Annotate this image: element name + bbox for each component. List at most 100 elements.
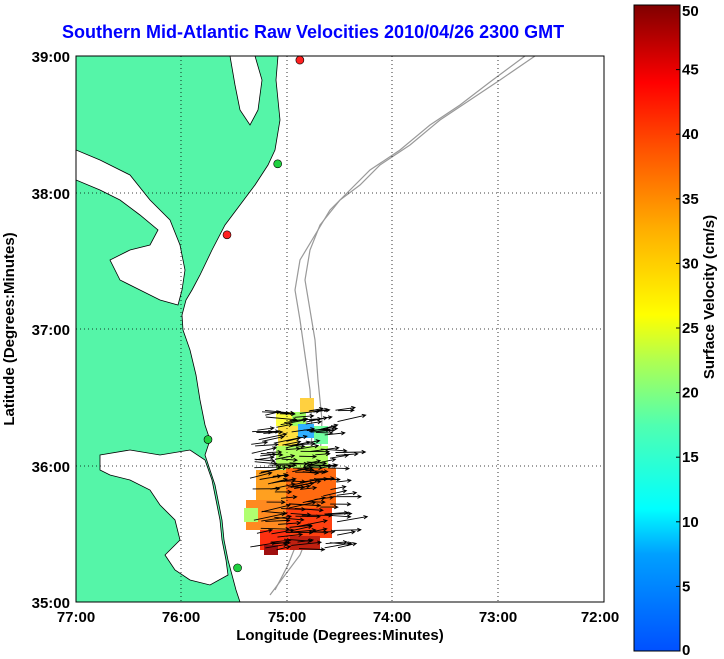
velocity-vector: [337, 413, 367, 423]
velocity-vector: [338, 408, 355, 413]
velocity-vector: [285, 530, 314, 535]
velocity-vector: [305, 469, 329, 474]
velocity-vector: [290, 524, 313, 532]
x-tick-label: 74:00: [373, 609, 411, 626]
velocity-vector: [272, 473, 289, 479]
radar-station-marker: [273, 159, 282, 169]
velocity-vector: [314, 529, 336, 534]
velocity-cell: [292, 412, 306, 426]
velocity-vector: [336, 515, 369, 523]
chesapeake-bay: [76, 149, 186, 306]
velocity-vector: [286, 434, 308, 442]
grid: [76, 56, 604, 602]
colorbar-tick-label: 5: [682, 578, 690, 595]
velocity-vector: [291, 540, 323, 546]
velocity-cell: [300, 398, 314, 412]
velocity-vector: [259, 465, 288, 474]
colorbar-tick-label: 40: [682, 126, 699, 143]
map-title: Southern Mid-Atlantic Raw Velocities 201…: [62, 22, 565, 42]
y-tick-label: 36:00: [32, 459, 70, 476]
velocity-vector: [282, 440, 302, 446]
velocity-vector: [256, 528, 274, 534]
velocity-cell: [298, 424, 314, 438]
x-tick-label: 73:00: [479, 609, 517, 626]
velocity-vector: [255, 442, 280, 447]
velocity-vector: [265, 518, 291, 523]
velocity-vector: [278, 520, 302, 526]
velocity-vector: [285, 446, 301, 451]
velocity-vector: [310, 407, 329, 413]
colorbar-ticks: 0 5 10 15 20 25 30 35 40 45 50: [676, 3, 699, 659]
y-tick-label: 37:00: [32, 322, 70, 339]
colorbar-tick-label: 10: [682, 514, 699, 531]
velocity-vector: [292, 466, 314, 473]
colorbar: [633, 4, 681, 652]
colorbar-tick-label: 30: [682, 255, 699, 272]
velocity-vector: [285, 440, 311, 449]
velocity-vector: [254, 465, 282, 470]
velocity-vector: [309, 527, 328, 533]
velocity-vector: [332, 494, 363, 499]
velocity-vector: [306, 416, 328, 423]
velocity-vector: [337, 530, 356, 536]
velocity-cell: [264, 545, 278, 555]
velocity-vector: [306, 426, 339, 431]
velocity-vector: [320, 504, 339, 510]
velocity-vector: [281, 507, 307, 512]
colorbar-tick-label: 20: [682, 385, 699, 402]
velocity-vector: [274, 454, 296, 460]
velocity-vector: [320, 448, 348, 453]
velocity-vector: [337, 542, 358, 549]
velocity-vector: [336, 490, 358, 496]
x-tick-labels: 77:00 76:00 75:00 74:00 73:00 72:00: [57, 609, 619, 626]
velocity-vector: [289, 485, 306, 490]
colorbar-tick-label: 25: [682, 320, 699, 337]
velocity-vector: [257, 426, 275, 431]
velocity-vector: [266, 500, 286, 505]
velocity-vector: [315, 430, 334, 436]
velocity-cell: [244, 508, 258, 522]
y-tick-label: 39:00: [32, 49, 70, 66]
velocity-vector: [263, 430, 284, 435]
radar-station-marker: [203, 435, 213, 444]
velocity-cell: [256, 470, 286, 500]
velocity-vector: [330, 502, 352, 507]
velocity-vector: [281, 494, 298, 500]
velocity-vector: [251, 440, 269, 445]
colorbar-tick-label: 35: [682, 191, 699, 208]
velocity-vector: [305, 420, 323, 425]
velocity-vector: [251, 446, 278, 454]
velocity-vector: [276, 422, 294, 428]
y-tick-label: 38:00: [32, 186, 70, 203]
x-tick-label: 72:00: [581, 609, 619, 626]
colorbar-tick-label: 45: [682, 62, 699, 79]
velocity-vector: [322, 463, 339, 469]
velocity-vector: [333, 527, 362, 532]
radar-station-marker: [295, 55, 305, 65]
pamlico-sound: [99, 449, 229, 586]
velocity-vector: [252, 486, 281, 491]
velocity-vector: [325, 540, 348, 545]
velocity-vector: [299, 547, 326, 552]
velocity-vector: [279, 478, 296, 484]
velocity-vector: [335, 405, 357, 411]
velocity-vector: [299, 476, 329, 483]
velocity-vector: [298, 519, 328, 527]
velocity-vector: [260, 526, 291, 532]
velocity-vector: [300, 485, 318, 491]
y-tick-labels: 39:00 38:00 37:00 36:00 35:00: [32, 49, 70, 612]
velocity-vector: [277, 461, 309, 467]
velocity-vector: [299, 454, 318, 459]
velocity-vector: [329, 453, 350, 459]
velocity-vector: [297, 538, 315, 543]
velocity-vector: [306, 457, 337, 466]
velocity-vector: [307, 499, 326, 505]
velocity-vector: [254, 458, 276, 463]
velocity-vector: [274, 489, 293, 495]
velocity-vector: [290, 479, 322, 488]
velocity-vector: [277, 532, 304, 538]
velocity-vector: [258, 432, 288, 441]
colorbar-label: Surface Velocity (cm/s): [701, 215, 718, 379]
radar-station-marker: [222, 230, 232, 240]
